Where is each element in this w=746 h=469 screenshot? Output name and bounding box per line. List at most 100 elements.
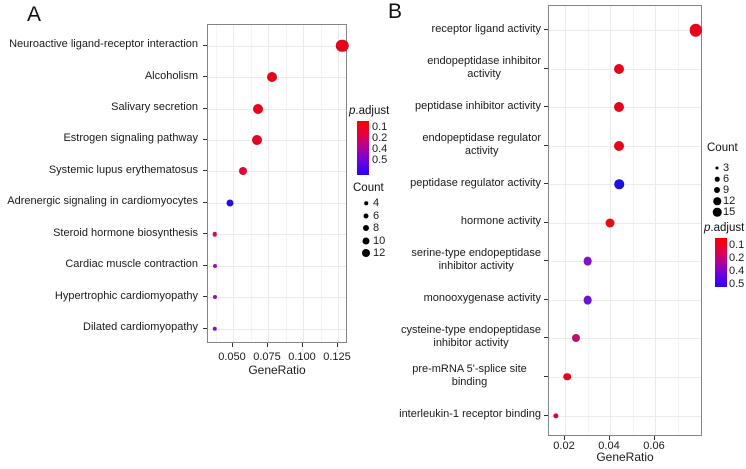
- data-point-dot: [238, 167, 247, 176]
- data-point-dot: [253, 103, 264, 114]
- y-axis-tick: [203, 170, 207, 172]
- category-label-text: endopeptidase inhibitor activity: [427, 54, 541, 80]
- category-label: Hypertrophic cardiomyopathy: [2, 283, 198, 309]
- gridline-row: [549, 145, 701, 147]
- category-label-text: Systemic lupus erythematosus: [48, 163, 198, 176]
- count-legend-label: 4: [373, 197, 380, 209]
- count-legend-dot: [714, 187, 720, 193]
- count-legend-label: 3: [723, 162, 730, 174]
- y-axis-tick: [544, 67, 548, 69]
- y-axis-tick: [544, 298, 548, 300]
- category-label-text: pre-mRNA 5'-splice site binding: [412, 362, 527, 388]
- x-axis-tick: [654, 436, 655, 440]
- data-point-dot: [614, 63, 624, 74]
- count-legend-label: 6: [373, 209, 380, 222]
- x-tick-label: 0.075: [253, 351, 281, 363]
- padjust-legend-label: 0.1: [372, 121, 388, 133]
- gridline-row: [549, 415, 701, 417]
- data-point-dot: [572, 334, 581, 343]
- x-tick-label: 0.06: [643, 440, 665, 452]
- category-label: receptor ligand activity: [398, 15, 541, 43]
- gridline-major: [303, 25, 304, 342]
- category-label: Dilated cardiomyopathy: [2, 315, 198, 341]
- y-axis-tick: [203, 201, 207, 203]
- y-axis-tick: [203, 107, 207, 109]
- gridline-row: [549, 30, 701, 31]
- count-legend-dot: [713, 197, 721, 205]
- category-label: peptidase inhibitor activity: [398, 92, 541, 120]
- data-point-dot: [212, 295, 217, 300]
- padjust-legend-label: 0.5: [372, 154, 388, 166]
- x-axis-tick: [302, 343, 303, 347]
- gridline-minor: [320, 25, 322, 342]
- count-legend-dot: [363, 213, 369, 218]
- count-legend-label: 8: [373, 222, 380, 234]
- count-legend-dot: [715, 166, 719, 170]
- y-axis-tick: [544, 106, 548, 108]
- gridline-minor: [250, 25, 252, 342]
- gridline-row: [549, 184, 701, 186]
- gridline-minor: [587, 6, 589, 435]
- panel-b-plot-area: [548, 5, 702, 436]
- gridline-row: [208, 108, 346, 110]
- padjust-legend-label: 0.5: [729, 278, 745, 290]
- count-legend-label: 15: [723, 206, 736, 218]
- data-point-dot: [614, 179, 624, 189]
- padjust-legend-label: 0.1: [729, 239, 745, 251]
- padjust-legend-label: 0.4: [372, 143, 388, 155]
- category-label: Steroid hormone biosynthesis: [2, 220, 198, 246]
- gridline-row: [208, 328, 346, 330]
- gridline-row: [208, 45, 346, 47]
- category-label: Systemic lupus erythematosus: [2, 157, 198, 183]
- count-legend-dot: [363, 225, 369, 231]
- gridline-row: [208, 139, 346, 141]
- category-label: hormone activity: [398, 208, 541, 236]
- category-label-text: Hypertrophic cardiomyopathy: [54, 289, 198, 302]
- data-point-dot: [212, 326, 218, 331]
- panel-a-x-axis-title: GeneRatio: [248, 363, 306, 377]
- panel-a-plot-area: [207, 24, 349, 343]
- count-legend-dot: [362, 249, 370, 257]
- gridline-row: [208, 202, 346, 204]
- category-label: serine-type endopeptidase inhibitor acti…: [398, 246, 541, 274]
- count-legend-dot: [714, 176, 720, 182]
- category-label: pre-mRNA 5'-splice site binding: [398, 362, 541, 390]
- x-tick-label: 0.125: [323, 351, 351, 363]
- x-axis-tick: [609, 436, 610, 440]
- padjust-title-rest: .adjust: [355, 105, 390, 117]
- data-point-dot: [614, 102, 624, 113]
- data-point-dot: [335, 39, 349, 52]
- gridline-row: [549, 299, 701, 301]
- gridline-row: [208, 297, 346, 299]
- category-label-text: Salivary secretion: [111, 101, 198, 114]
- data-point-dot: [563, 373, 571, 381]
- padjust-legend-label: 0.2: [729, 252, 745, 264]
- panel-a-letter: A: [27, 3, 42, 26]
- category-label-text: interleukin-1 receptor binding: [399, 408, 541, 420]
- gridline-row: [208, 171, 346, 173]
- category-label-text: endopeptidase regulator activity: [422, 131, 541, 157]
- y-axis-tick: [544, 183, 548, 185]
- category-label-text: Estrogen signaling pathway: [63, 132, 198, 145]
- y-axis-tick: [544, 29, 548, 30]
- category-label: Estrogen signaling pathway: [2, 126, 198, 152]
- data-point-dot: [267, 72, 278, 83]
- category-label: peptidase regulator activity: [398, 169, 541, 197]
- category-label: Cardiac muscle contraction: [2, 252, 198, 278]
- category-label-text: hormone activity: [460, 215, 541, 228]
- category-label: monooxygenase activity: [398, 285, 541, 313]
- gridline-row: [549, 222, 701, 224]
- count-legend-title: Count: [707, 142, 738, 154]
- y-axis-tick: [203, 138, 207, 140]
- category-label: Neuroactive ligand-receptor interaction: [2, 32, 198, 58]
- y-axis-tick: [203, 264, 207, 266]
- padjust-title-p: p: [349, 105, 356, 117]
- gridline-minor: [677, 6, 679, 435]
- category-label: interleukin-1 receptor binding: [398, 401, 541, 429]
- y-axis-tick: [544, 221, 548, 223]
- count-legend-title: Count: [353, 182, 384, 194]
- y-axis-tick: [544, 144, 548, 146]
- gridline-major: [268, 25, 269, 342]
- y-axis-tick: [203, 327, 207, 329]
